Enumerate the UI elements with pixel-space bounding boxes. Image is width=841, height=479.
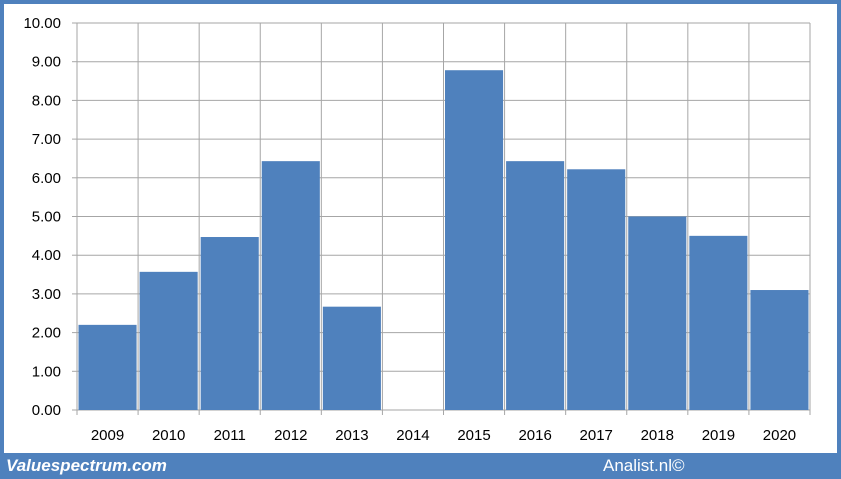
bar-2013 <box>322 306 381 410</box>
bar-2018 <box>628 216 687 410</box>
y-tick-label: 0.00 <box>32 402 61 419</box>
bar-2019 <box>689 235 748 410</box>
x-tick-label: 2010 <box>152 427 185 444</box>
y-tick-label: 8.00 <box>32 92 61 109</box>
x-tick-label: 2018 <box>641 427 674 444</box>
x-tick-label: 2013 <box>335 427 368 444</box>
x-tick-label: 2012 <box>274 427 307 444</box>
bar-2016 <box>506 161 565 410</box>
bars <box>78 70 809 411</box>
x-tick-label: 2009 <box>91 427 124 444</box>
bar-2009 <box>78 324 137 410</box>
footer-bar: Valuespectrum.com Analist.nl© <box>0 453 841 479</box>
x-tick-label: 2014 <box>396 427 429 444</box>
bar-2012 <box>261 161 320 410</box>
x-tick-label: 2015 <box>457 427 490 444</box>
x-axis-ticks: 2009 2010 2011 2012 2013 2014 2015 2016 2017 2018… <box>91 427 796 444</box>
bar-2017 <box>567 169 626 410</box>
x-tick-label: 2019 <box>702 427 735 444</box>
y-tick-label: 9.00 <box>32 54 61 71</box>
y-tick-label: 3.00 <box>32 286 61 303</box>
source-label: Valuespectrum.com <box>6 456 167 475</box>
copyright-label: Analist.nl© <box>603 456 685 475</box>
y-tick-label: 1.00 <box>32 363 61 380</box>
bar-2011 <box>200 237 259 410</box>
gridlines <box>72 22 811 415</box>
y-tick-label: 5.00 <box>32 209 61 226</box>
y-tick-label: 10.00 <box>23 15 61 32</box>
bar-chart: 0.00 1.00 2.00 3.00 4.00 5.00 6.00 7.00 8.00 9.00… <box>23 15 811 444</box>
y-tick-label: 6.00 <box>32 170 61 187</box>
y-axis-ticks: 0.00 1.00 2.00 3.00 4.00 5.00 6.00 7.00 8.00 9.00… <box>23 15 61 419</box>
x-tick-label: 2011 <box>214 427 246 444</box>
bar-2010 <box>139 271 198 410</box>
y-tick-label: 7.00 <box>32 131 61 148</box>
x-tick-label: 2017 <box>580 427 613 444</box>
x-tick-label: 2020 <box>763 427 796 444</box>
x-tick-label: 2016 <box>518 427 551 444</box>
bar-2015 <box>445 70 504 411</box>
y-tick-label: 4.00 <box>32 247 61 264</box>
bar-2020 <box>750 290 809 410</box>
y-tick-label: 2.00 <box>32 325 61 342</box>
